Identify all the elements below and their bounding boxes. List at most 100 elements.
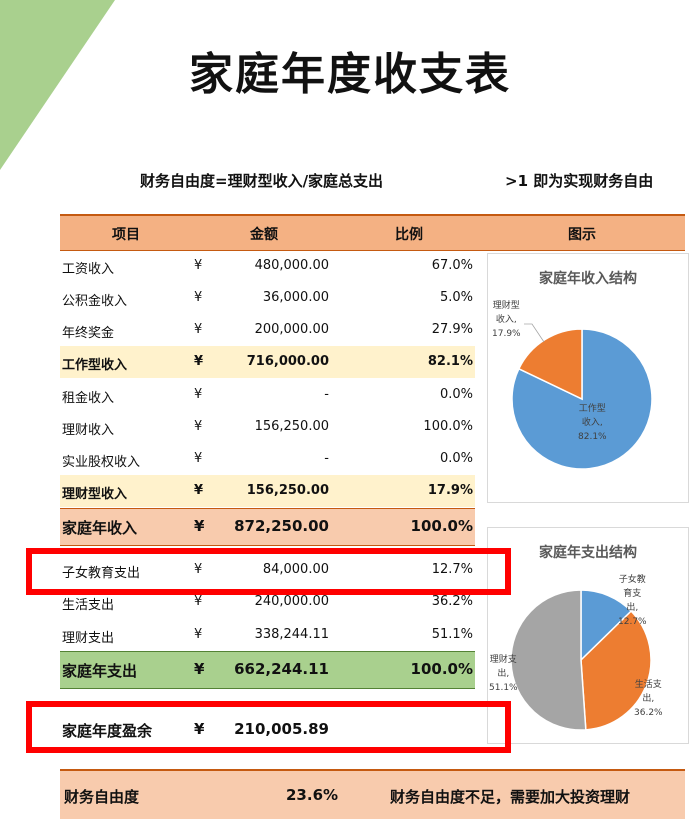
row-percent: 27.9%	[431, 322, 473, 337]
freedom-label: 财务自由度	[64, 788, 140, 806]
pie-slice	[580, 610, 652, 731]
slice-label-text: 工作型	[578, 404, 606, 414]
work-income-subtotal-row: 工作型收入 ¥716,000.00 82.1%	[60, 346, 475, 378]
row-amount: 338,244.11	[254, 627, 329, 642]
pie-slice	[580, 589, 633, 662]
income-chart-title: 家庭年收入结构	[539, 271, 637, 287]
highlight-education-row	[26, 548, 511, 595]
slice-label: 理财支 出, 51.1%	[489, 653, 518, 695]
expense-structure-chart: 家庭年支出结构 子女教 育支 出, 12.7% 生活支 出, 36.2% 理财支 出, 51.1%	[487, 527, 689, 744]
salary-income-row: 工资收入 ¥480,000.00 67.0%	[60, 250, 475, 282]
living-expense-row: 生活支出 ¥240,000.00 36.2%	[60, 586, 475, 618]
financial-income-subtotal-row: 理财型收入 ¥156,250.00 17.9%	[60, 475, 475, 507]
header-item: 项目	[112, 227, 140, 243]
freedom-note: 财务自由度不足，需要加大投资理财	[390, 788, 631, 806]
slice-label-text: 出,	[497, 669, 510, 679]
green-corner-decoration	[0, 0, 115, 170]
header-chart: 图示	[568, 227, 596, 243]
annual-income-total-row: 家庭年收入 ¥872,250.00 100.0%	[60, 508, 475, 546]
balance-row: 家庭年度盈余 ¥ 210,005.89	[60, 712, 475, 744]
row-label: 公积金收入	[62, 294, 128, 309]
row-label: 工作型收入	[62, 358, 128, 373]
slice-label-text: 收入,	[581, 418, 603, 428]
equity-income-row: 实业股权收入 ¥ - 0.0%	[60, 443, 475, 475]
row-currency: ¥	[194, 258, 203, 273]
header-amount: 金额	[250, 227, 278, 243]
annual-expense-total-row: 家庭年支出 ¥662,244.11 100.0%	[60, 651, 475, 689]
row-currency: ¥	[194, 627, 203, 642]
table-header: 项目 金额 比例 图示	[60, 214, 685, 251]
row-amount: 84,000.00	[262, 562, 329, 577]
row-currency: ¥	[194, 322, 203, 337]
row-currency: ¥	[194, 419, 203, 434]
row-amount: -	[324, 451, 329, 466]
freedom-threshold-note: >1 即为实现财务自由	[505, 172, 654, 190]
slice-label-text: 理财型	[492, 301, 520, 311]
expense-chart-title: 家庭年支出结构	[539, 545, 637, 561]
slice-label-text: 子女教	[618, 575, 646, 585]
pie-slice	[517, 328, 583, 401]
row-percent: 36.2%	[431, 594, 473, 609]
row-currency: ¥	[194, 594, 203, 609]
investment-income-row: 理财收入 ¥156,250.00 100.0%	[60, 411, 475, 443]
row-percent: 82.1%	[427, 354, 473, 369]
row-label: 子女教育支出	[62, 566, 141, 581]
slice-label-text: 收入,	[495, 315, 517, 325]
row-label: 生活支出	[62, 598, 115, 613]
slice-label-value: 12.7%	[618, 617, 647, 627]
row-percent: 67.0%	[431, 258, 473, 273]
row-amount: 716,000.00	[246, 354, 329, 369]
row-amount: 156,250.00	[246, 483, 329, 498]
freedom-formula: 财务自由度=理财型收入/家庭总支出	[140, 172, 384, 190]
row-amount: -	[324, 387, 329, 402]
row-label: 租金收入	[62, 391, 115, 406]
row-label: 理财型收入	[62, 487, 128, 502]
highlight-balance-row	[26, 701, 511, 753]
balance-amount: 210,005.89	[234, 720, 329, 738]
row-percent: 5.0%	[439, 290, 473, 305]
row-percent: 100.0%	[410, 517, 473, 535]
rent-income-row: 租金收入 ¥ - 0.0%	[60, 379, 475, 411]
row-amount: 872,250.00	[234, 517, 329, 535]
row-percent: 12.7%	[431, 562, 473, 577]
slice-label: 理财型收入, 17.9%	[492, 299, 521, 341]
income-pie	[511, 323, 653, 470]
financial-freedom-row: 财务自由度 23.6% 财务自由度不足，需要加大投资理财	[60, 769, 685, 819]
row-currency: ¥	[194, 290, 203, 305]
row-percent: 100.0%	[423, 419, 473, 434]
row-percent: 51.1%	[431, 627, 473, 642]
row-label: 理财收入	[62, 423, 115, 438]
slice-label-text: 出,	[626, 603, 639, 613]
row-currency: ¥	[194, 354, 204, 369]
row-percent: 0.0%	[439, 451, 473, 466]
page-title: 家庭年度收支表	[189, 49, 511, 100]
row-amount: 36,000.00	[262, 290, 329, 305]
freedom-value: 23.6%	[286, 786, 339, 804]
housing-fund-income-row: 公积金收入 ¥36,000.00 5.0%	[60, 282, 475, 314]
row-amount: 156,250.00	[254, 419, 329, 434]
pie-slice	[510, 589, 587, 731]
row-percent: 0.0%	[439, 387, 473, 402]
slice-label-value: 82.1%	[578, 432, 607, 442]
balance-currency: ¥	[194, 720, 205, 738]
row-label: 工资收入	[62, 262, 115, 277]
investment-expense-row: 理财支出 ¥338,244.11 51.1%	[60, 619, 475, 651]
row-label: 家庭年支出	[62, 662, 138, 680]
row-currency: ¥	[194, 660, 205, 678]
row-label: 实业股权收入	[62, 455, 141, 470]
slice-label-text: 出,	[642, 694, 655, 704]
balance-label: 家庭年度盈余	[62, 722, 153, 740]
row-percent: 17.9%	[427, 483, 473, 498]
header-ratio: 比例	[395, 227, 423, 243]
row-currency: ¥	[194, 387, 203, 402]
bonus-income-row: 年终奖金 ¥200,000.00 27.9%	[60, 314, 475, 346]
row-amount: 662,244.11	[234, 660, 329, 678]
leader-line	[524, 323, 545, 343]
slice-label: 子女教 育支 出, 12.7%	[618, 573, 647, 629]
slice-label-text: 理财支	[489, 655, 517, 665]
row-label: 家庭年收入	[62, 519, 138, 537]
row-currency: ¥	[194, 562, 203, 577]
slice-label-value: 36.2%	[634, 708, 663, 718]
slice-label-value: 17.9%	[492, 329, 521, 339]
row-label: 年终奖金	[62, 326, 115, 341]
